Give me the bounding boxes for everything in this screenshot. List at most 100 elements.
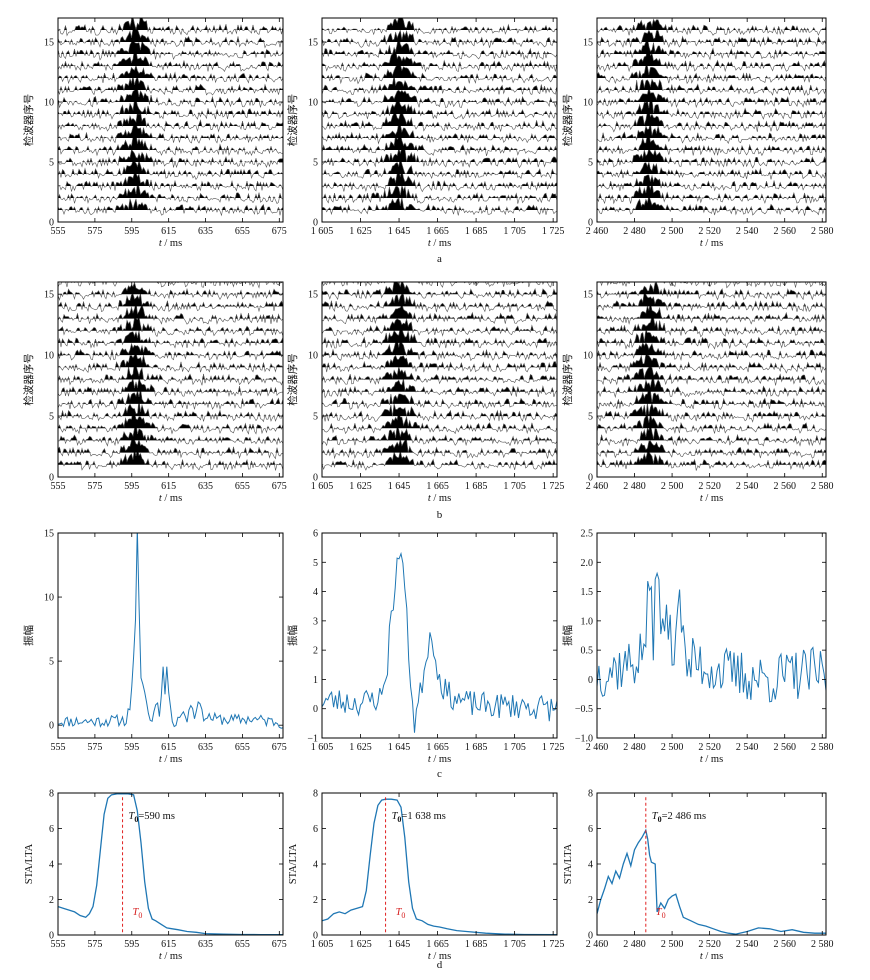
trace-3: [58, 422, 283, 447]
x-tick-label: 575: [87, 226, 102, 237]
trace-1: [58, 447, 283, 471]
x-tick-label: 595: [124, 226, 139, 237]
x-tick-label: 2 500: [661, 481, 684, 492]
trace-fill-13: [597, 47, 826, 66]
trace-fill-3: [597, 174, 826, 186]
trace-fill-7: [597, 122, 826, 138]
trace-fill-16: [597, 267, 826, 282]
trace-fill-14: [597, 291, 826, 307]
y-tick-label: 15: [583, 38, 593, 49]
plot-area: [322, 282, 557, 471]
axes-frame: [57, 281, 284, 478]
trace-fill-6: [322, 133, 557, 150]
trace-4: [322, 157, 557, 180]
trace-16: [322, 18, 557, 36]
y-tick-label: 15: [44, 38, 54, 49]
trace-16: [322, 282, 553, 288]
sta-lta-curve: [58, 793, 283, 935]
x-tick-label: 1 705: [503, 939, 526, 950]
trace-fill-11: [597, 329, 826, 343]
t0-annotation: T0=2 486 ms: [652, 811, 706, 824]
x-tick-label: 1 645: [388, 939, 411, 950]
y-tick-label: 5: [49, 158, 54, 169]
trace-fill-6: [58, 134, 283, 150]
trace-4: [322, 408, 557, 435]
x-tick-label: 1 625: [349, 226, 372, 237]
x-tick-label: 1 725: [542, 226, 565, 237]
trace-12: [322, 317, 557, 337]
x-tick-label: 1 685: [465, 939, 488, 950]
trace-fill-10: [597, 87, 826, 102]
trace-8: [322, 110, 557, 132]
x-tick-label: 2 460: [586, 226, 609, 237]
y-axis-label: STA/LTA: [288, 843, 299, 884]
trace-fill-8: [322, 366, 557, 380]
y-tick-label: 5: [588, 412, 593, 423]
y-tick-label: 0: [313, 704, 318, 715]
x-tick-label: 1 705: [503, 481, 526, 492]
y-tick-label: 5: [49, 412, 54, 423]
trace-8: [597, 366, 826, 386]
amplitude-series: [322, 551, 557, 733]
panel-c2: 1 605 1 625 1 645 1 665 1 685 1 705 1 725 −1 0 1 2…: [286, 529, 564, 766]
x-tick-label: 1 685: [465, 481, 488, 492]
trace-3: [58, 171, 283, 192]
trace-9: [58, 98, 283, 120]
trace-fill-14: [58, 39, 283, 54]
x-axis-label: t / ms: [700, 238, 723, 249]
panel-b2: 1 605 1 625 1 645 1 665 1 685 1 705 1 725 0 5 10 1…: [286, 281, 564, 504]
row-label-c: c: [437, 768, 442, 780]
trace-7: [322, 121, 557, 145]
trace-12: [58, 64, 283, 85]
row-label-a: a: [437, 253, 442, 265]
x-tick-label: 2 500: [661, 226, 684, 237]
trace-9: [322, 354, 557, 373]
row-label-d: d: [437, 959, 443, 971]
axes-frame: [596, 17, 827, 223]
trace-1: [58, 198, 283, 217]
x-axis-label: t / ms: [700, 754, 723, 765]
trace-fill-2: [322, 438, 557, 453]
trace-13: [58, 46, 283, 73]
y-tick-label: 15: [44, 290, 54, 301]
y-tick-label: 6: [49, 824, 54, 835]
trace-fill-11: [58, 75, 283, 90]
x-tick-label: 2 580: [811, 481, 834, 492]
x-tick-label: 595: [124, 939, 139, 950]
trace-fill-4: [597, 162, 826, 174]
y-tick-label: 4: [49, 860, 54, 871]
trace-fill-6: [597, 131, 826, 150]
trace-5: [597, 402, 826, 423]
x-tick-label: 635: [198, 742, 213, 753]
x-tick-label: 1 645: [388, 481, 411, 492]
trace-2: [58, 182, 283, 204]
trace-fill-3: [322, 170, 557, 186]
x-tick-label: 575: [87, 742, 102, 753]
x-tick-label: 675: [272, 226, 287, 237]
x-tick-label: 1 705: [503, 742, 526, 753]
trace-7: [597, 377, 826, 399]
trace-14: [58, 39, 283, 61]
trace-fill-8: [322, 111, 557, 126]
trace-14: [322, 293, 557, 313]
trace-fill-5: [597, 148, 826, 162]
x-tick-label: 675: [272, 939, 287, 950]
y-axis-label: STA/LTA: [563, 843, 574, 884]
trace-fill-7: [322, 378, 557, 392]
y-tick-label: 0: [588, 931, 593, 942]
x-tick-label: 1 605: [311, 742, 334, 753]
trace-12: [58, 315, 283, 338]
y-tick-label: 2: [588, 895, 593, 906]
y-tick-label: 0: [313, 473, 318, 484]
y-tick-label: 10: [44, 351, 54, 362]
axes-frame: [321, 532, 558, 739]
trace-14: [597, 290, 826, 313]
x-tick-label: 2 460: [586, 939, 609, 950]
trace-13: [597, 301, 826, 325]
trace-11: [58, 75, 283, 96]
trace-2: [58, 438, 283, 460]
trace-9: [597, 353, 826, 374]
x-tick-label: 675: [272, 742, 287, 753]
trace-2: [597, 440, 826, 459]
